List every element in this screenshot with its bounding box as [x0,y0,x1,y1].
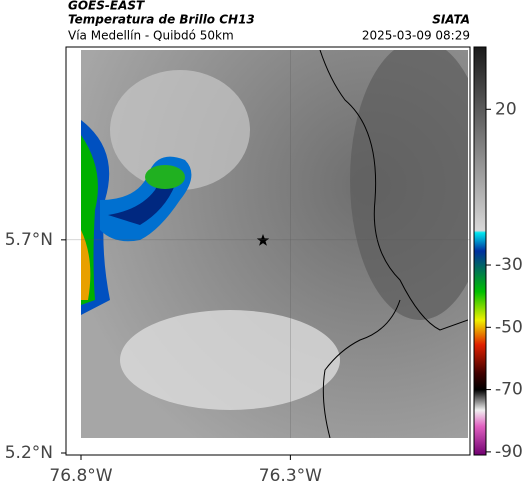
x-tick-label: 76.8°W [49,466,112,486]
colorbar-tick-label: -90 [495,442,523,462]
source: GOES-EAST [68,0,145,13]
y-tick-label: 5.2°N [5,443,53,463]
colorbar-tick-label: -30 [495,255,523,275]
x-tick-label: 76.3°W [259,466,322,486]
satellite-image [81,50,468,438]
date: 2025-03-09 08:29 [362,29,470,43]
colorbar-tick-label: 20 [495,99,517,119]
colorbar-tick-label: -50 [495,317,523,337]
colorbar [473,46,487,456]
agency: SIATA [432,13,470,27]
y-tick-label: 5.7°N [5,230,53,250]
title: Temperatura de Brillo CH13 [68,13,255,27]
colorbar-tick-label: -70 [495,380,523,400]
subtitle: Vía Medellín - Quibdó 50km [68,29,234,43]
